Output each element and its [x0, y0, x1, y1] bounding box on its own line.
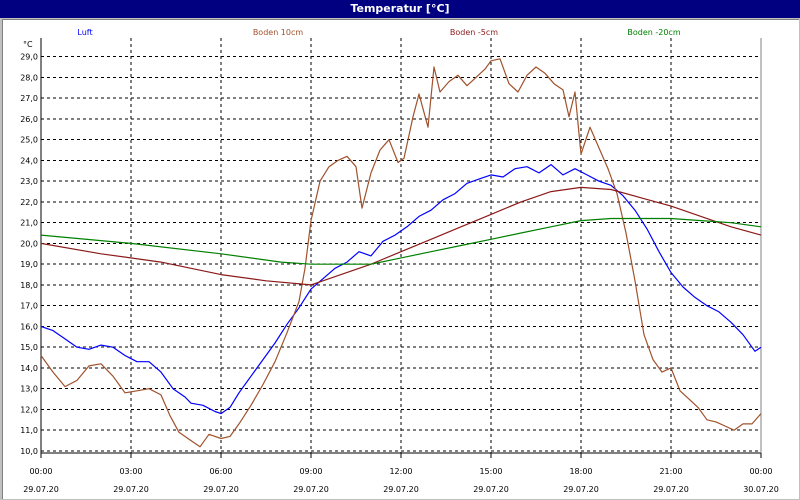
y-tick-label: 19,0 — [20, 260, 38, 269]
y-tick-label: 12,0 — [20, 405, 38, 414]
y-tick-label: 21,0 — [20, 219, 38, 228]
x-tick-date-label: 29.07.20 — [383, 485, 419, 494]
chart-panel: 10,0 11,0 12,0 13,0 14,0 15,0 16,0 17,0 18,0 19,0… — [2, 19, 799, 499]
x-tick-time-label: 18:00 — [569, 467, 592, 476]
y-tick-label: 14,0 — [20, 364, 38, 373]
legend-entry: Luft — [77, 28, 92, 37]
temperature-chart: 10,0 11,0 12,0 13,0 14,0 15,0 16,0 17,0 18,0 19,0… — [20, 28, 779, 494]
y-tick-label: 24,0 — [20, 156, 38, 165]
y-tick-label: 17,0 — [20, 302, 38, 311]
y-tick-label: 16,0 — [20, 322, 38, 331]
x-tick-date-label: 29.07.20 — [113, 485, 149, 494]
y-tick-label: 13,0 — [20, 385, 38, 394]
x-tick-date-label: 29.07.20 — [23, 485, 59, 494]
y-axis-unit: °C — [23, 40, 33, 49]
x-tick-time-label: 15:00 — [479, 467, 502, 476]
x-tick-time-label: 00:00 — [29, 467, 52, 476]
legend-entry: Boden 10cm — [253, 28, 304, 37]
y-tick-label: 28,0 — [20, 73, 38, 82]
x-tick-date-label: 29.07.20 — [473, 485, 509, 494]
plot-area — [41, 38, 761, 453]
x-tick-time-label: 06:00 — [209, 467, 232, 476]
x-tick-time-label: 12:00 — [389, 467, 412, 476]
series-line-boden-10cm — [40, 58, 762, 448]
x-tick-time-label: 21:00 — [659, 467, 682, 476]
x-tick-date-label: 30.07.20 — [743, 485, 779, 494]
x-tick-time-label: 00:00 — [749, 467, 772, 476]
y-tick-label: 27,0 — [20, 94, 38, 103]
x-tick-date-label: 29.07.20 — [293, 485, 329, 494]
y-tick-label: 18,0 — [20, 281, 38, 290]
x-tick-time-label: 09:00 — [299, 467, 322, 476]
y-tick-label: 10,0 — [20, 447, 38, 456]
y-tick-label: 11,0 — [20, 426, 38, 435]
x-tick-date-label: 29.07.20 — [563, 485, 599, 494]
x-tick-date-label: 29.07.20 — [653, 485, 689, 494]
y-tick-label: 29,0 — [20, 53, 38, 62]
x-tick-time-label: 03:00 — [119, 467, 142, 476]
window-title: Temperatur [°C] — [0, 0, 800, 18]
series-line-boden-5cm — [40, 186, 762, 286]
x-tick-date-label: 29.07.20 — [203, 485, 239, 494]
series-line-luft — [40, 164, 762, 415]
y-tick-label: 20,0 — [20, 239, 38, 248]
y-tick-label: 25,0 — [20, 136, 38, 145]
y-tick-label: 22,0 — [20, 198, 38, 207]
y-tick-label: 15,0 — [20, 343, 38, 352]
series-line-boden-20cm — [40, 217, 762, 265]
y-tick-label: 26,0 — [20, 115, 38, 124]
legend-entry: Boden -20cm — [627, 28, 680, 37]
y-tick-label: 23,0 — [20, 177, 38, 186]
legend-entry: Boden -5cm — [450, 28, 498, 37]
